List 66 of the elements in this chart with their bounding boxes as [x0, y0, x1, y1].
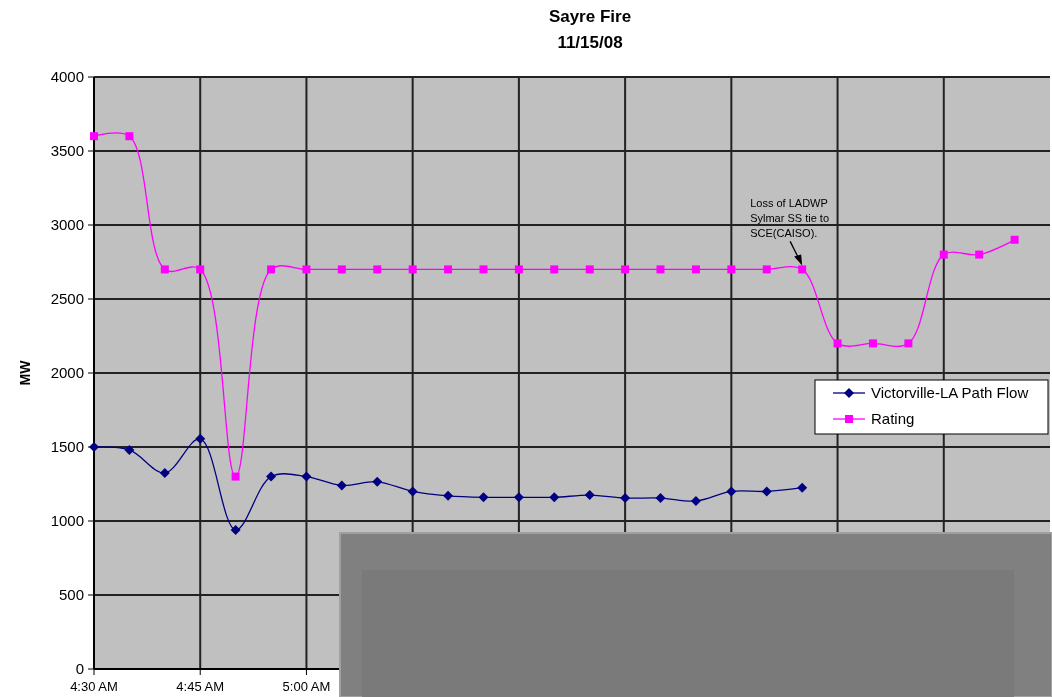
point	[231, 472, 240, 481]
x-tick-label: 5:00 AM	[282, 679, 331, 694]
point	[408, 265, 417, 274]
y-tick-label: 1000	[50, 512, 84, 530]
point	[195, 433, 206, 444]
x-tick-label: 4:45 AM	[176, 679, 225, 694]
point	[301, 471, 312, 482]
y-tick-label: 4000	[50, 68, 84, 86]
y-tick-label: 2500	[50, 290, 84, 308]
point	[196, 265, 205, 274]
point	[302, 265, 311, 274]
point	[833, 339, 842, 348]
point	[266, 471, 277, 482]
point	[125, 132, 134, 141]
point	[407, 486, 418, 497]
legend-label: Victorville-LA Path Flow	[871, 384, 1029, 402]
point	[160, 265, 169, 274]
point	[549, 492, 560, 503]
point	[797, 482, 808, 493]
point	[478, 492, 489, 503]
point	[655, 493, 666, 504]
y-tick-label: 3000	[50, 216, 84, 234]
x-tick-label: 4:30 AM	[70, 679, 118, 694]
point	[691, 265, 700, 274]
point	[690, 496, 701, 507]
y-tick-label: 500	[58, 586, 84, 604]
point	[230, 524, 241, 535]
point	[620, 493, 631, 504]
point	[939, 250, 948, 259]
legend-label: Rating	[871, 410, 915, 428]
annotation: Loss of LADWP Sylmar SS tie to SCE(CAISO).	[750, 197, 830, 240]
point	[904, 339, 913, 348]
point	[868, 339, 877, 348]
point	[621, 265, 630, 274]
point	[337, 265, 346, 274]
point	[798, 265, 807, 274]
point	[761, 486, 772, 497]
y-axis-title: MW	[17, 359, 33, 386]
point	[444, 265, 453, 274]
point	[727, 265, 736, 274]
point	[585, 265, 594, 274]
point	[762, 265, 771, 274]
point	[159, 467, 170, 478]
point	[443, 490, 454, 501]
point	[373, 265, 382, 274]
y-tick-label: 3500	[50, 142, 84, 160]
y-tick-label: 1500	[50, 438, 84, 456]
point	[584, 490, 595, 501]
chart-title: Sayre Fire	[548, 7, 632, 26]
point	[726, 486, 737, 497]
y-tick-label: 0	[75, 660, 84, 678]
point	[514, 265, 523, 274]
point	[550, 265, 559, 274]
point	[90, 132, 98, 141]
point	[89, 442, 99, 452]
point	[124, 444, 135, 455]
point	[372, 476, 383, 487]
point	[1010, 235, 1019, 244]
point	[656, 265, 665, 274]
point	[975, 250, 984, 259]
chart-subtitle: 11/15/08	[557, 33, 623, 52]
y-tick-label: 2000	[50, 364, 84, 382]
point	[336, 480, 347, 491]
point	[479, 265, 488, 274]
point	[513, 492, 524, 503]
point	[267, 265, 276, 274]
